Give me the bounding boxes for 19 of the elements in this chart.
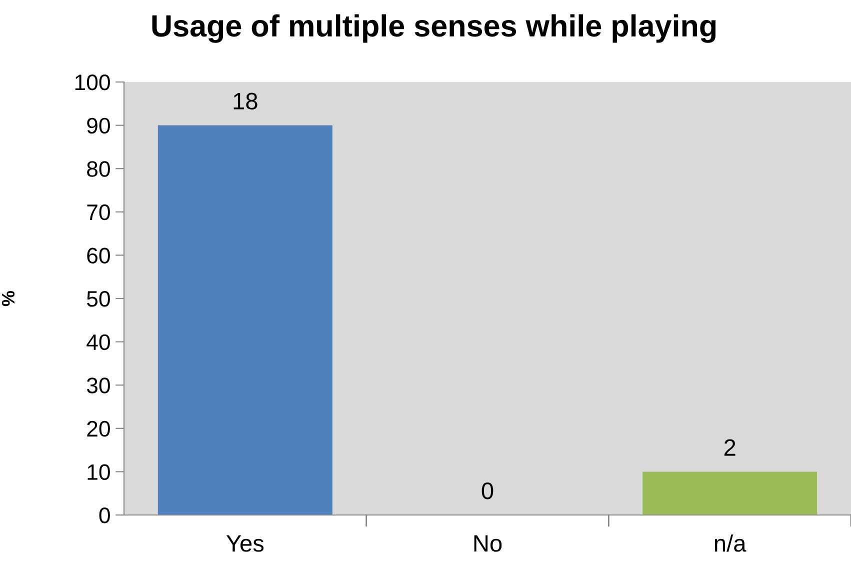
y-tick-label: 0 (99, 508, 110, 524)
annotation: 18 (234, 92, 258, 110)
y-tick-label: 60 (87, 248, 110, 264)
x-tick-label: No (474, 535, 502, 552)
y-axis-title: % (2, 290, 15, 306)
y-tick-label: 20 (87, 420, 110, 437)
y-tick-label: 80 (87, 161, 110, 177)
y-tick-label: 50 (86, 291, 110, 307)
y-tick-label: 100 (75, 74, 110, 90)
y-tick-label: 10 (88, 464, 110, 480)
x-tick-label: Yes (226, 535, 264, 552)
annotation: 2 (724, 439, 736, 456)
annotation: 0 (482, 482, 494, 500)
chart-title: Usage of multiple senses while playing (152, 14, 716, 43)
x-tick-label: n/a (714, 534, 746, 552)
y-tick-label: 90 (87, 118, 110, 134)
y-tick-label: 70 (87, 204, 110, 220)
y-tick-label: 30 (86, 378, 110, 394)
y-tick-label: 40 (86, 334, 110, 350)
